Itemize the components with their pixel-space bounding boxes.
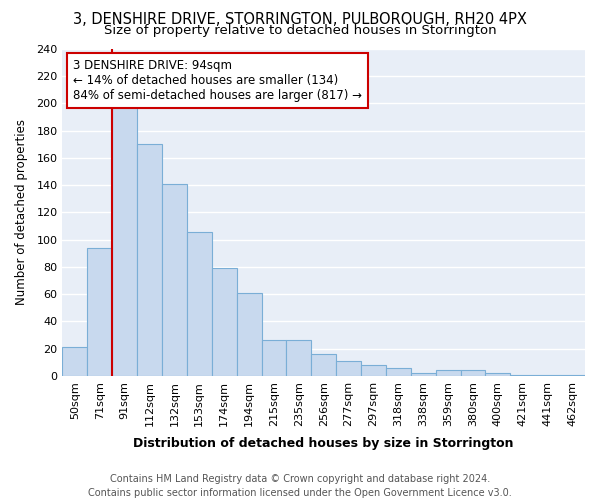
Bar bbox=[361, 365, 386, 376]
Bar bbox=[461, 370, 485, 376]
Bar bbox=[560, 374, 585, 376]
Bar bbox=[262, 340, 286, 376]
Bar bbox=[88, 248, 112, 376]
Bar bbox=[286, 340, 311, 376]
Bar bbox=[137, 144, 162, 376]
Bar bbox=[162, 184, 187, 376]
Bar bbox=[436, 370, 461, 376]
Bar bbox=[236, 293, 262, 376]
Bar bbox=[411, 373, 436, 376]
Text: 3 DENSHIRE DRIVE: 94sqm
← 14% of detached houses are smaller (134)
84% of semi-d: 3 DENSHIRE DRIVE: 94sqm ← 14% of detache… bbox=[73, 59, 362, 102]
Bar bbox=[187, 232, 212, 376]
Bar bbox=[62, 348, 88, 376]
Y-axis label: Number of detached properties: Number of detached properties bbox=[15, 120, 28, 306]
Bar bbox=[311, 354, 336, 376]
Bar bbox=[112, 106, 137, 376]
Bar bbox=[212, 268, 236, 376]
Bar bbox=[511, 374, 535, 376]
Text: Size of property relative to detached houses in Storrington: Size of property relative to detached ho… bbox=[104, 24, 496, 37]
Bar bbox=[535, 374, 560, 376]
Bar bbox=[336, 361, 361, 376]
Text: Contains HM Land Registry data © Crown copyright and database right 2024.
Contai: Contains HM Land Registry data © Crown c… bbox=[88, 474, 512, 498]
Text: 3, DENSHIRE DRIVE, STORRINGTON, PULBOROUGH, RH20 4PX: 3, DENSHIRE DRIVE, STORRINGTON, PULBOROU… bbox=[73, 12, 527, 28]
Bar bbox=[386, 368, 411, 376]
X-axis label: Distribution of detached houses by size in Storrington: Distribution of detached houses by size … bbox=[133, 437, 514, 450]
Bar bbox=[485, 373, 511, 376]
